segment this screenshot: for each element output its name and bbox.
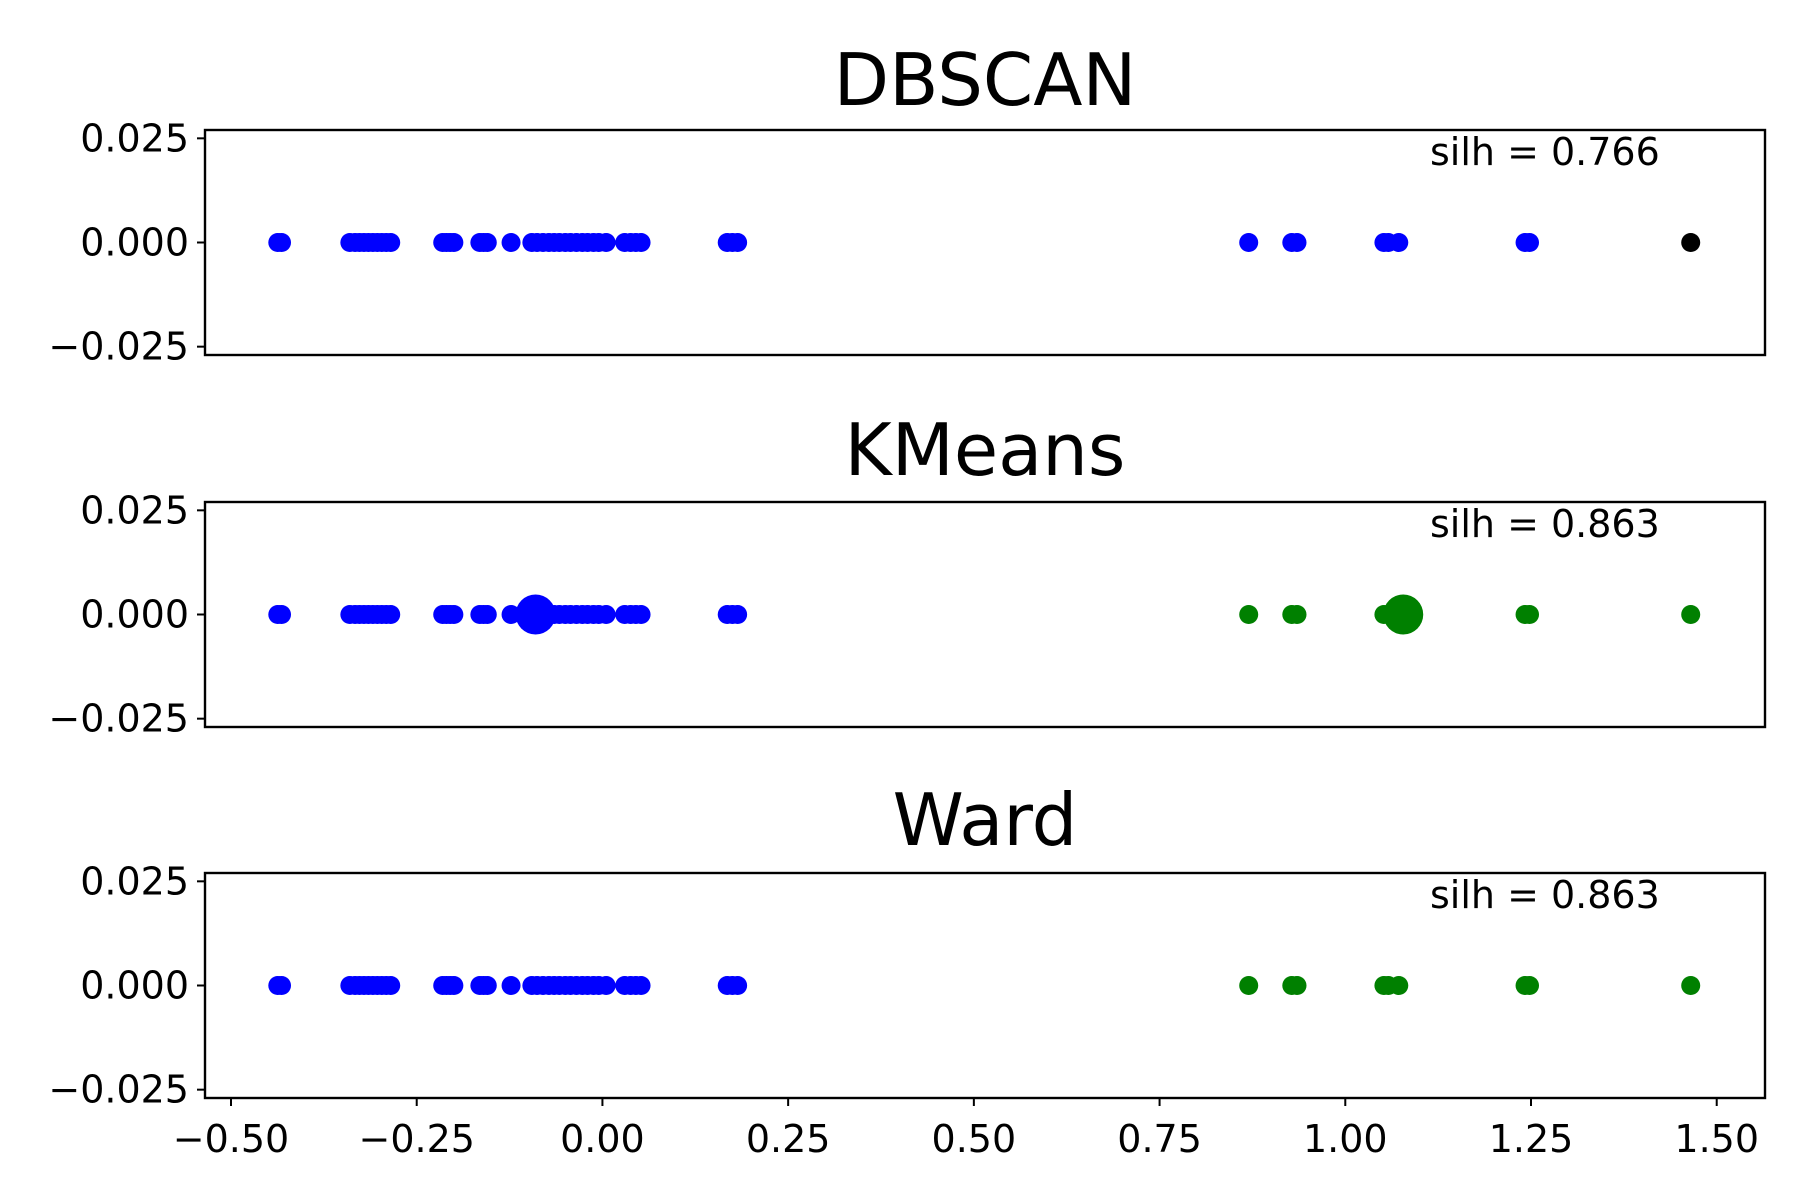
data-point [381, 605, 401, 624]
x-tick-label: 0.25 [746, 1117, 831, 1161]
y-tick-label: −0.025 [48, 325, 189, 369]
subplot-dbscan: DBSCAN silh = 0.766 0.025 0.000 −0.025 [48, 38, 1767, 369]
centroid-point [1383, 594, 1424, 635]
data-point [1287, 605, 1307, 624]
data-point [272, 605, 292, 624]
chart-title: KMeans [845, 408, 1126, 492]
data-point [272, 233, 292, 252]
data-point [1520, 976, 1540, 995]
data-point [1287, 976, 1307, 995]
y-tick-label: 0.025 [80, 488, 189, 532]
data-point [501, 976, 521, 995]
y-tick-label: −0.025 [48, 1068, 189, 1112]
chart-title: DBSCAN [834, 38, 1137, 122]
x-tick-label: 0.00 [560, 1117, 645, 1161]
x-tick-label: −0.50 [173, 1117, 289, 1161]
data-point [1681, 605, 1701, 624]
data-point [728, 976, 748, 995]
data-point [501, 605, 521, 624]
data-point [631, 233, 651, 252]
x-tick-label: −0.25 [358, 1117, 474, 1161]
data-point [728, 233, 748, 252]
subplot-ward: Ward silh = 0.863 0.025 0.000 −0.025 −0.50 −… [48, 778, 1767, 1161]
data-point [631, 605, 651, 624]
data-point [272, 976, 292, 995]
y-tick-label: 0.025 [80, 859, 189, 903]
data-point [1389, 976, 1409, 995]
silhouette-annotation: silh = 0.863 [1430, 502, 1660, 546]
y-tick-label: 0.000 [80, 964, 189, 1008]
x-tick-label: 1.00 [1303, 1117, 1388, 1161]
data-point [1520, 605, 1540, 624]
silhouette-annotation: silh = 0.863 [1430, 873, 1660, 917]
data-point [1520, 233, 1540, 252]
data-point [477, 605, 497, 624]
data-point [381, 976, 401, 995]
data-point [1681, 976, 1701, 995]
silhouette-annotation: silh = 0.766 [1430, 130, 1660, 174]
data-point [596, 605, 616, 624]
x-tick-label: 1.50 [1674, 1117, 1759, 1161]
data-point [1287, 233, 1307, 252]
data-point [477, 976, 497, 995]
data-point [1239, 605, 1259, 624]
data-point [728, 605, 748, 624]
data-point [381, 233, 401, 252]
x-tick-label: 0.50 [932, 1117, 1017, 1161]
data-point [444, 233, 464, 252]
x-tick-label: 1.25 [1489, 1117, 1574, 1161]
y-tick-label: −0.025 [48, 697, 189, 741]
centroid-point [515, 594, 556, 635]
data-point [444, 976, 464, 995]
chart-title: Ward [893, 778, 1078, 862]
subplot-kmeans: KMeans silh = 0.863 0.025 0.000 −0.025 [48, 408, 1767, 741]
data-point [631, 976, 651, 995]
data-point [444, 605, 464, 624]
data-point [477, 233, 497, 252]
data-point [1681, 233, 1701, 252]
data-point [1239, 233, 1259, 252]
y-tick-label: 0.000 [80, 221, 189, 265]
y-tick-label: 0.025 [80, 116, 189, 160]
data-point [596, 233, 616, 252]
x-tick-label: 0.75 [1117, 1117, 1202, 1161]
data-point [1389, 233, 1409, 252]
data-point [1239, 976, 1259, 995]
data-point [596, 976, 616, 995]
y-tick-label: 0.000 [80, 593, 189, 637]
data-point [501, 233, 521, 252]
